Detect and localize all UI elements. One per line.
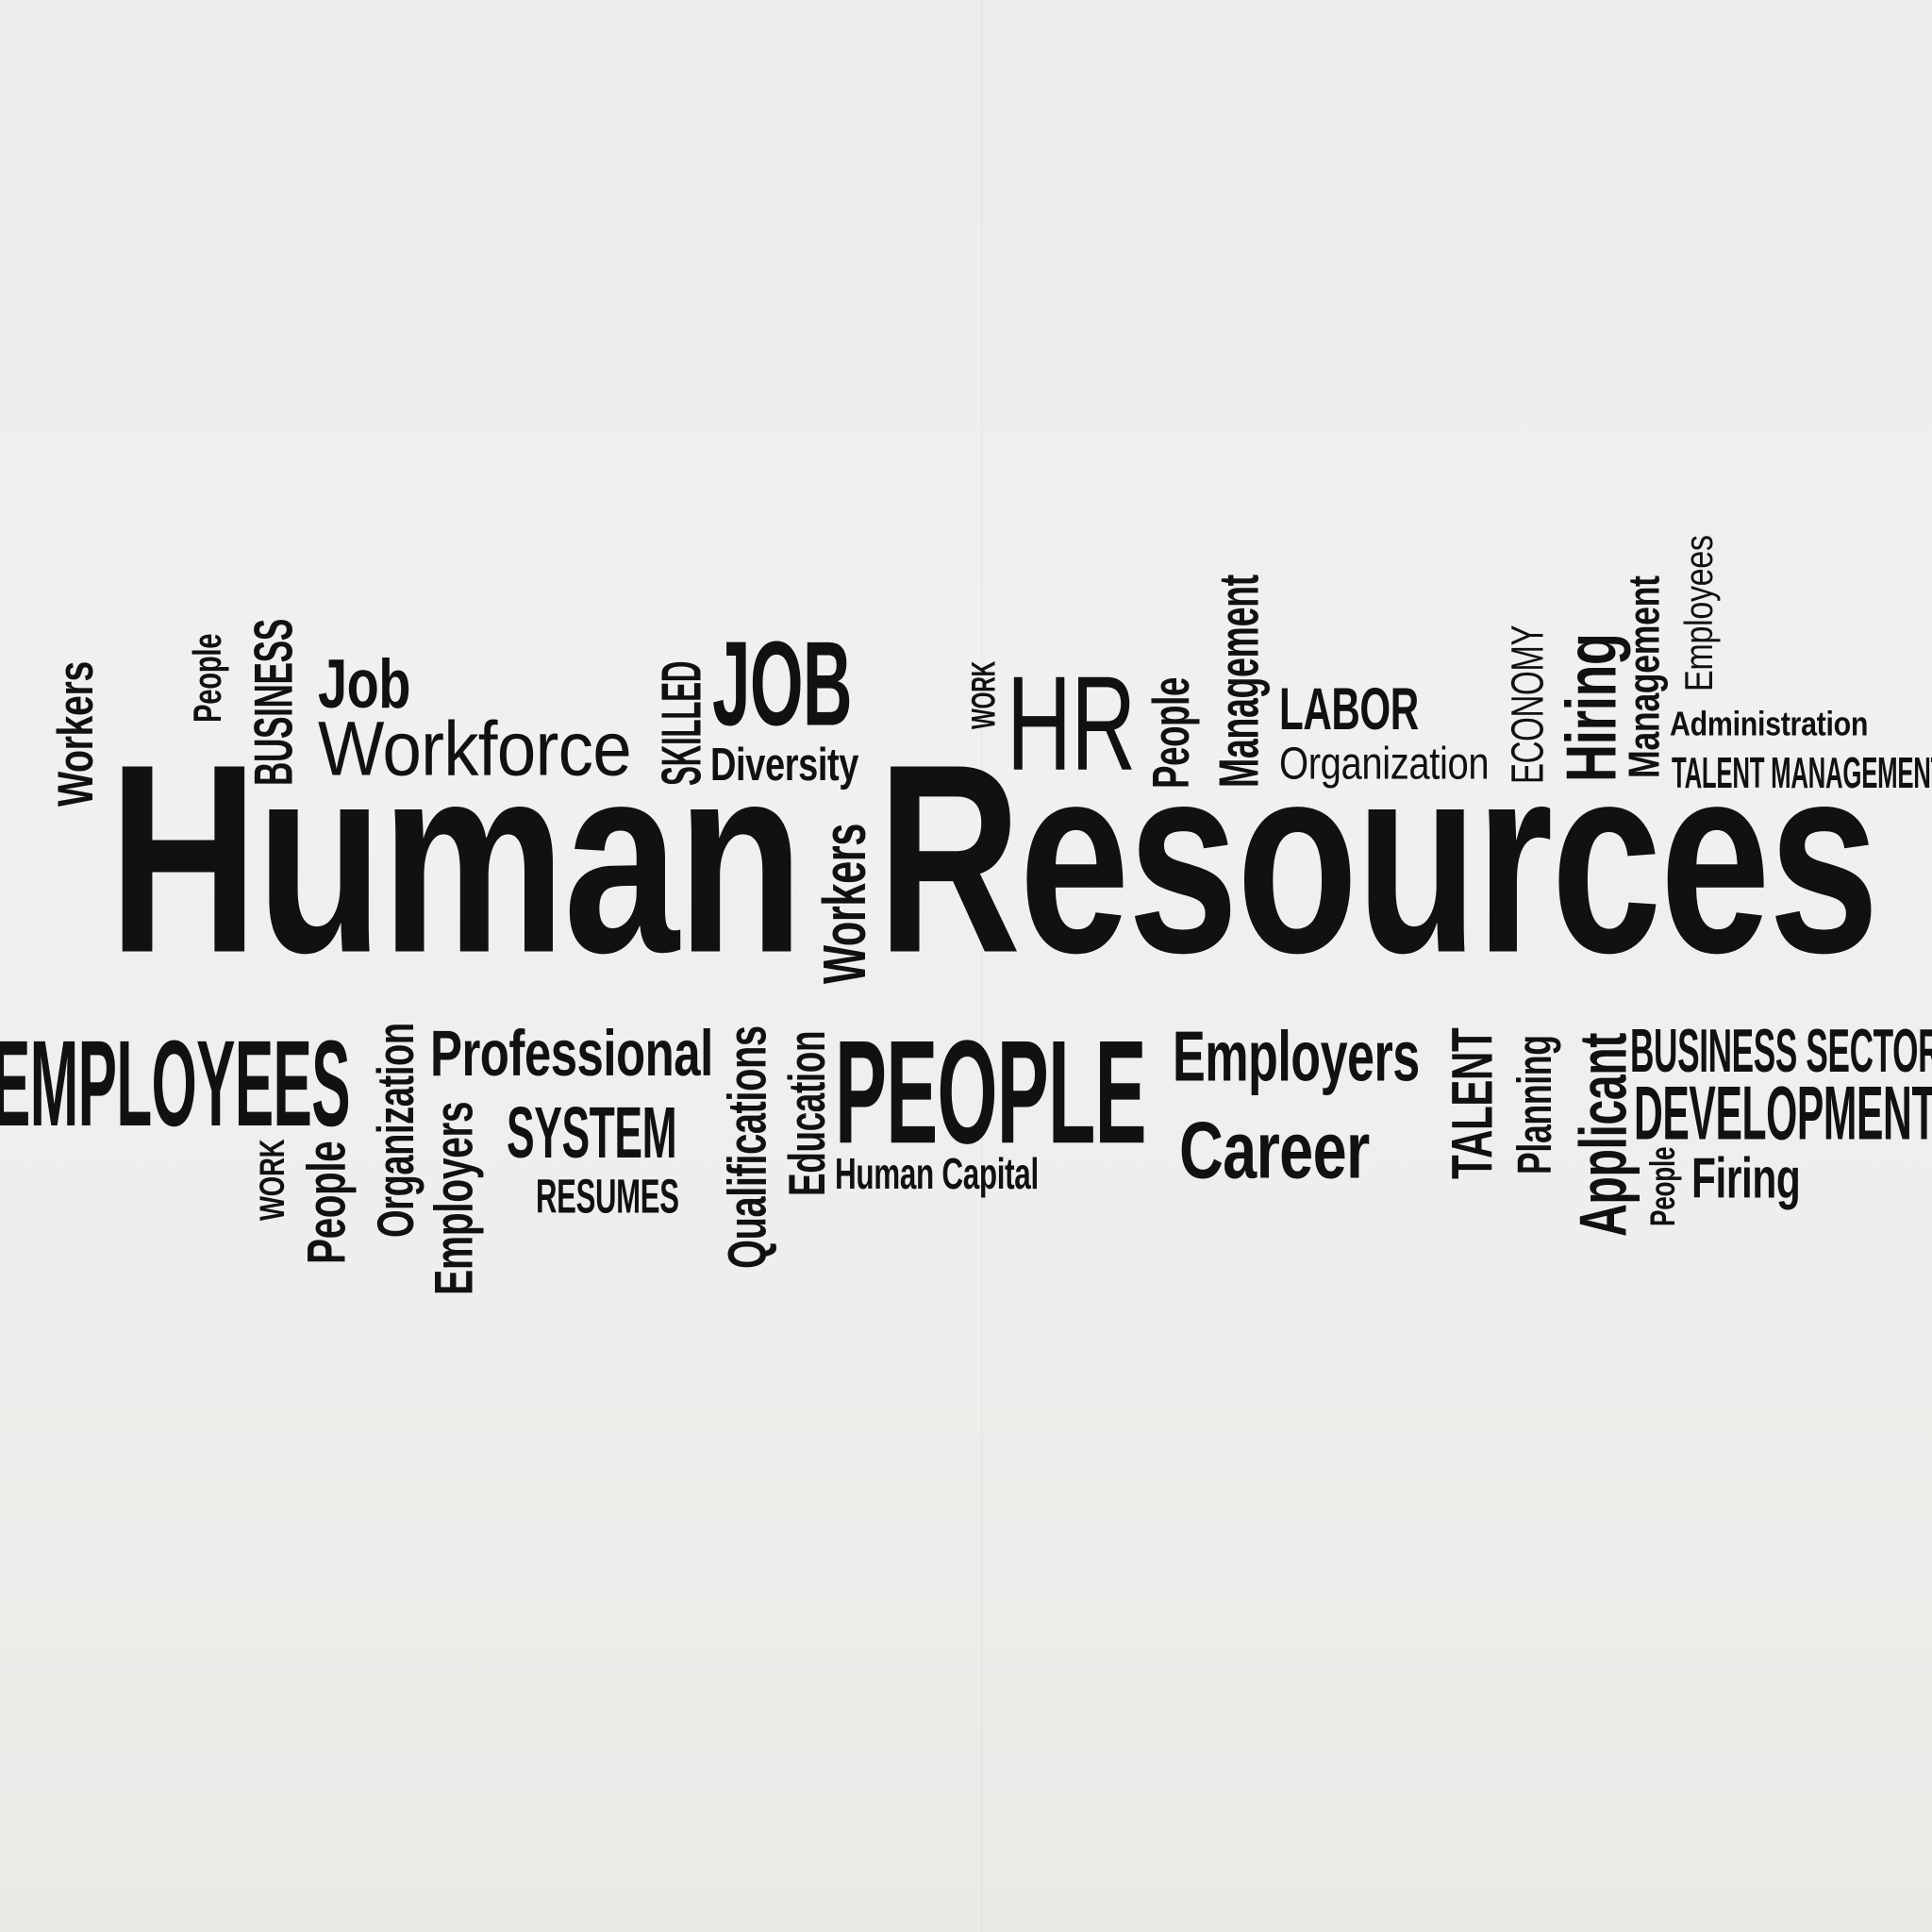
word-planning: Planning [1507, 1035, 1561, 1174]
word-business-sector: BUSINESS SECTOR [1630, 1017, 1932, 1086]
word-education: Education [777, 1030, 837, 1196]
word-employers: Employers [1173, 1017, 1420, 1097]
word-human-capital: Human Capital [835, 1150, 1039, 1199]
word-applicant: Applicant [1565, 1033, 1641, 1237]
word-work-top: WORK [964, 660, 1003, 729]
word-people-c: People [296, 1141, 358, 1264]
word-development: DEVELOPMENT [1634, 1071, 1932, 1157]
word-talent-management: TALENT MANAGEMENT [1672, 749, 1932, 798]
word-hiring: Hiring [1552, 633, 1632, 782]
word-organization-top: Organization [1279, 738, 1490, 790]
word-workforce: Workforce [318, 704, 632, 792]
word-job: Job [318, 644, 410, 724]
word-people-a: People [186, 633, 230, 723]
word-qualifications: Qualifications [717, 1025, 778, 1269]
word-workers-mid: Workers [810, 824, 879, 984]
word-business: BUSINESS [243, 619, 305, 786]
word-economy: ECONOMY [1502, 625, 1554, 784]
word-organization-v: Organization [366, 1023, 425, 1238]
word-system: SYSTEM [507, 1091, 677, 1174]
word-people-d: People [1642, 1146, 1683, 1226]
word-labor: LABOR [1279, 675, 1419, 742]
word-human: Human [108, 708, 804, 1008]
word-people-upper: PEOPLE [835, 1009, 1147, 1175]
word-workers-left: Workers [48, 661, 104, 807]
word-talent: TALENT [1439, 1027, 1505, 1179]
word-diversity: Diversity [710, 737, 859, 791]
word-employees-big: EMPLOYEES [0, 1015, 351, 1153]
word-resources: Resources [877, 708, 1879, 1008]
word-employers-v: Employers [424, 1101, 485, 1295]
word-job-upper: JOB [712, 616, 852, 751]
word-employees-small: Employees [1677, 535, 1722, 691]
word-professional: Professional [430, 1018, 713, 1091]
word-career: Career [1179, 1104, 1370, 1196]
word-management-a: Management [1208, 575, 1271, 788]
word-people-b: People [1141, 677, 1201, 789]
word-firing: Firing [1691, 1145, 1801, 1210]
word-administration: Administration [1670, 705, 1869, 743]
word-management-b: Management [1619, 575, 1669, 778]
word-hr: HR [1007, 649, 1136, 799]
word-skilled: SKILLED [650, 660, 713, 786]
word-work-bottom: WORK [252, 1139, 292, 1221]
word-resumes: RESUMES [536, 1170, 679, 1224]
